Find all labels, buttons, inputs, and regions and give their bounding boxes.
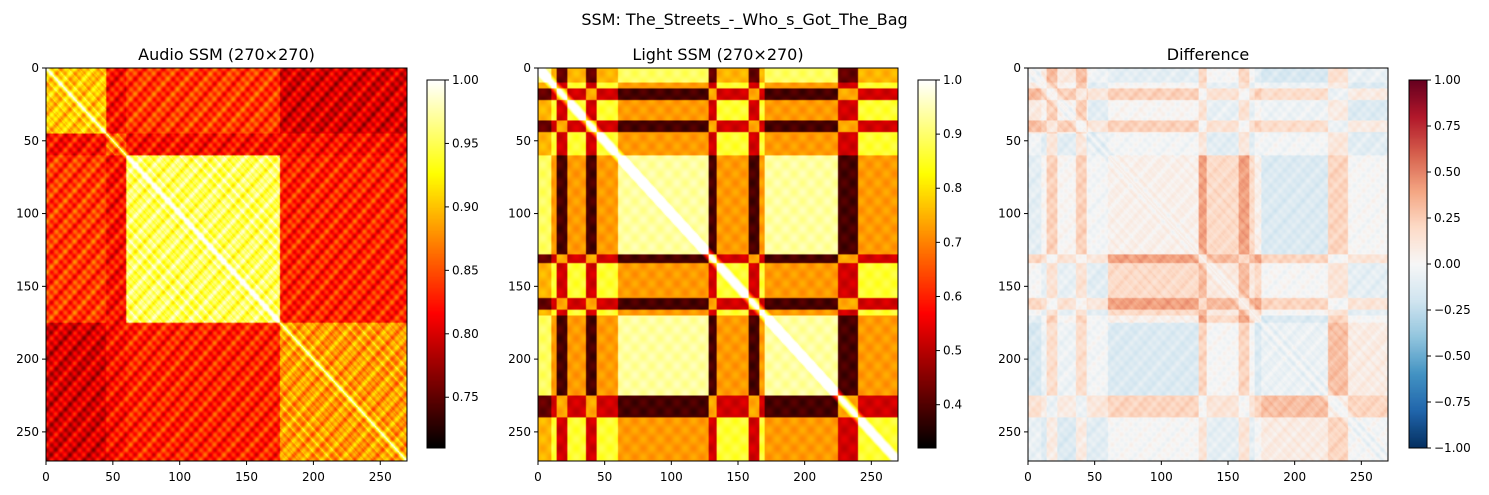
colorbar-tick-label: 0.50 bbox=[1434, 165, 1461, 179]
colorbar-tick-label: 0.7 bbox=[943, 235, 962, 249]
y-tick-label: 100 bbox=[16, 207, 39, 221]
colorbar-tick-label: 1.00 bbox=[452, 73, 479, 87]
colorbar-tick-label: 0.90 bbox=[452, 200, 479, 214]
colorbar-tick-label: 0.95 bbox=[452, 136, 479, 150]
colorbar-tick-label: 1.0 bbox=[943, 73, 962, 87]
difference-colorbar bbox=[1409, 80, 1427, 448]
difference-colorbar-ticks: −1.00 −0.75 −0.50 −0.25 0.00 0.25 0.50 0.75 1.00 bbox=[1427, 73, 1471, 455]
y-tick-label: 0 bbox=[1013, 61, 1021, 75]
y-tick-label: 150 bbox=[508, 279, 531, 293]
colorbar-tick-label: −0.75 bbox=[1434, 395, 1471, 409]
light-ssm-colorbar-frame bbox=[917, 79, 937, 449]
difference-y-axis: 0 50 100 150 200 250 bbox=[998, 61, 1028, 439]
y-tick-label: 200 bbox=[16, 352, 39, 366]
light-ssm-colorbar bbox=[918, 80, 936, 448]
y-tick-label: 200 bbox=[508, 352, 531, 366]
x-tick-label: 50 bbox=[105, 470, 120, 484]
x-tick-label: 200 bbox=[1283, 470, 1306, 484]
light-ssm-x-axis: 0 50 100 150 200 250 bbox=[534, 461, 883, 484]
audio-ssm-frame bbox=[45, 67, 408, 462]
x-tick-label: 100 bbox=[168, 470, 191, 484]
difference-title: Difference bbox=[1167, 45, 1249, 64]
y-tick-label: 50 bbox=[516, 134, 531, 148]
x-tick-label: 0 bbox=[1024, 470, 1032, 484]
colorbar-tick-label: −1.00 bbox=[1434, 441, 1471, 455]
x-tick-label: 150 bbox=[235, 470, 258, 484]
x-tick-label: 50 bbox=[1087, 470, 1102, 484]
y-tick-label: 100 bbox=[508, 207, 531, 221]
colorbar-tick-label: 0.85 bbox=[452, 263, 479, 277]
y-tick-label: 150 bbox=[998, 279, 1021, 293]
colorbar-tick-label: 0.5 bbox=[943, 344, 962, 358]
difference-panel: Difference 0 50 100 150 200 250 0 50 100 150 200 2… bbox=[998, 45, 1471, 484]
y-tick-label: 200 bbox=[998, 352, 1021, 366]
light-ssm-panel: Light SSM (270×270) 0 50 100 150 200 250 0 50 1… bbox=[508, 45, 962, 484]
colorbar-tick-label: 0.9 bbox=[943, 127, 962, 141]
light-ssm-y-axis: 0 50 100 150 200 250 bbox=[508, 61, 538, 439]
light-ssm-heatmap bbox=[538, 68, 898, 461]
light-ssm-title: Light SSM (270×270) bbox=[632, 45, 803, 64]
x-tick-label: 0 bbox=[42, 470, 50, 484]
x-tick-label: 50 bbox=[597, 470, 612, 484]
difference-frame bbox=[1027, 67, 1389, 462]
audio-ssm-colorbar-ticks: 0.75 0.80 0.85 0.90 0.95 1.00 bbox=[445, 73, 479, 404]
colorbar-tick-label: 0.80 bbox=[452, 327, 479, 341]
y-tick-label: 0 bbox=[31, 61, 39, 75]
audio-ssm-y-axis: 0 50 100 150 200 250 bbox=[16, 61, 46, 439]
x-tick-label: 250 bbox=[369, 470, 392, 484]
colorbar-tick-label: 0.25 bbox=[1434, 211, 1461, 225]
audio-ssm-x-axis: 0 50 100 150 200 250 bbox=[42, 461, 392, 484]
y-tick-label: 250 bbox=[998, 425, 1021, 439]
x-tick-label: 200 bbox=[793, 470, 816, 484]
figure-suptitle: SSM: The_Streets_-_Who_s_Got_The_Bag bbox=[581, 10, 907, 30]
x-tick-label: 150 bbox=[1217, 470, 1240, 484]
x-tick-label: 150 bbox=[727, 470, 750, 484]
y-tick-label: 0 bbox=[523, 61, 531, 75]
colorbar-tick-label: −0.50 bbox=[1434, 349, 1471, 363]
x-tick-label: 100 bbox=[660, 470, 683, 484]
x-tick-label: 250 bbox=[860, 470, 883, 484]
x-tick-label: 0 bbox=[534, 470, 542, 484]
audio-ssm-panel: Audio SSM (270×270) 0 50 100 150 200 250 0 50 1… bbox=[16, 45, 479, 484]
audio-ssm-title: Audio SSM (270×270) bbox=[138, 45, 315, 64]
y-tick-label: 250 bbox=[508, 425, 531, 439]
y-tick-label: 100 bbox=[998, 207, 1021, 221]
colorbar-tick-label: 0.00 bbox=[1434, 257, 1461, 271]
audio-ssm-heatmap bbox=[46, 68, 407, 461]
audio-ssm-colorbar-frame bbox=[426, 79, 446, 449]
difference-x-axis: 0 50 100 150 200 250 bbox=[1024, 461, 1373, 484]
x-tick-label: 100 bbox=[1150, 470, 1173, 484]
colorbar-tick-label: 0.75 bbox=[452, 390, 479, 404]
light-ssm-frame bbox=[537, 67, 899, 462]
y-tick-label: 50 bbox=[1006, 134, 1021, 148]
y-tick-label: 150 bbox=[16, 279, 39, 293]
colorbar-tick-label: −0.25 bbox=[1434, 303, 1471, 317]
x-tick-label: 200 bbox=[302, 470, 325, 484]
x-tick-label: 250 bbox=[1350, 470, 1373, 484]
audio-ssm-colorbar bbox=[427, 80, 445, 448]
colorbar-tick-label: 0.4 bbox=[943, 398, 962, 412]
difference-heatmap bbox=[1028, 68, 1388, 461]
colorbar-tick-label: 0.6 bbox=[943, 289, 962, 303]
y-tick-label: 250 bbox=[16, 425, 39, 439]
colorbar-tick-label: 1.00 bbox=[1434, 73, 1461, 87]
light-ssm-colorbar-ticks: 0.4 0.5 0.6 0.7 0.8 0.9 1.0 bbox=[936, 73, 962, 412]
colorbar-tick-label: 0.75 bbox=[1434, 119, 1461, 133]
y-tick-label: 50 bbox=[24, 134, 39, 148]
colorbar-tick-label: 0.8 bbox=[943, 181, 962, 195]
